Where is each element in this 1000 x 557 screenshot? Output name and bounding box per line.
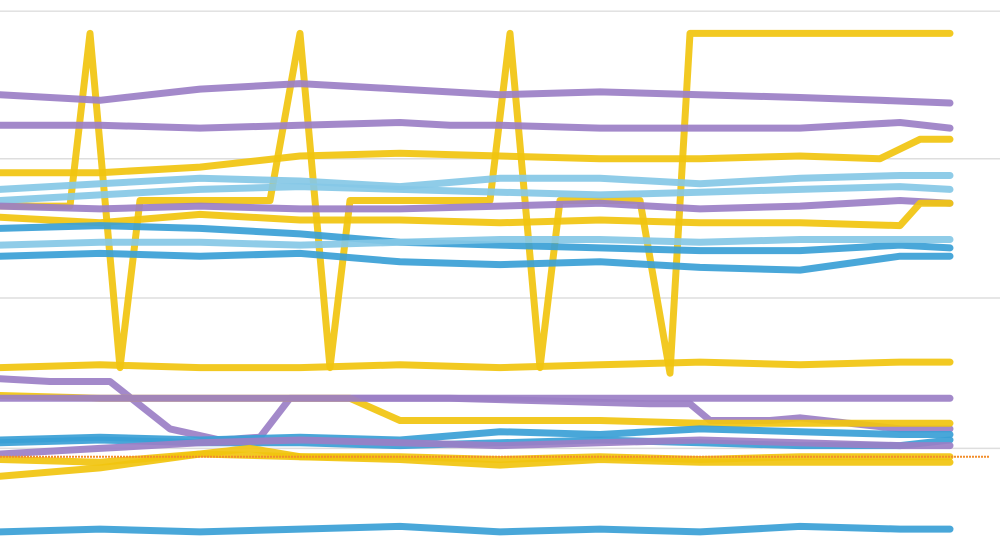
series-line-17 xyxy=(0,436,954,458)
series-line-1 xyxy=(0,80,954,107)
series-line-2 xyxy=(0,119,954,132)
series-line-10 xyxy=(0,249,954,274)
series-line-5 xyxy=(0,183,954,204)
series-line-7 xyxy=(0,199,954,230)
series-line-9 xyxy=(0,236,954,249)
series-line-20 xyxy=(0,522,954,536)
series-line-3 xyxy=(0,135,954,177)
series-line-6 xyxy=(0,197,954,213)
series-line-8 xyxy=(0,222,954,255)
series-line-4 xyxy=(0,172,954,193)
series-line-11 xyxy=(0,358,954,372)
